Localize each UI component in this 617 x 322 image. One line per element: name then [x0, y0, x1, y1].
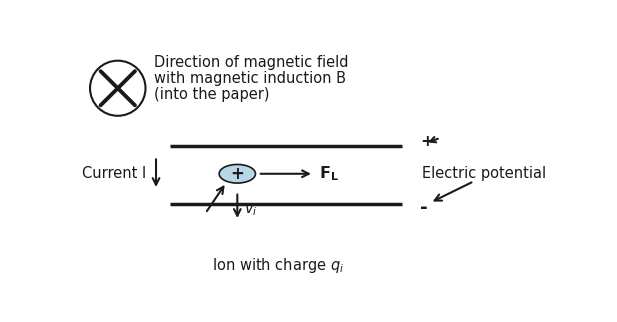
Text: $\mathbf{F}_\mathbf{L}$: $\mathbf{F}_\mathbf{L}$ — [318, 165, 339, 183]
Text: (into the paper): (into the paper) — [154, 87, 269, 102]
Ellipse shape — [219, 165, 255, 183]
Text: Ion with charge $q_i$: Ion with charge $q_i$ — [212, 256, 344, 275]
Text: -: - — [420, 198, 428, 217]
Text: $v_i$: $v_i$ — [244, 202, 257, 218]
Text: +: + — [420, 134, 434, 149]
Text: +: + — [230, 165, 244, 183]
Text: with magnetic induction B: with magnetic induction B — [154, 71, 346, 86]
Text: Electric potential: Electric potential — [421, 166, 545, 181]
Ellipse shape — [90, 61, 146, 116]
Text: Current I: Current I — [82, 166, 146, 181]
Text: Direction of magnetic field: Direction of magnetic field — [154, 55, 348, 70]
